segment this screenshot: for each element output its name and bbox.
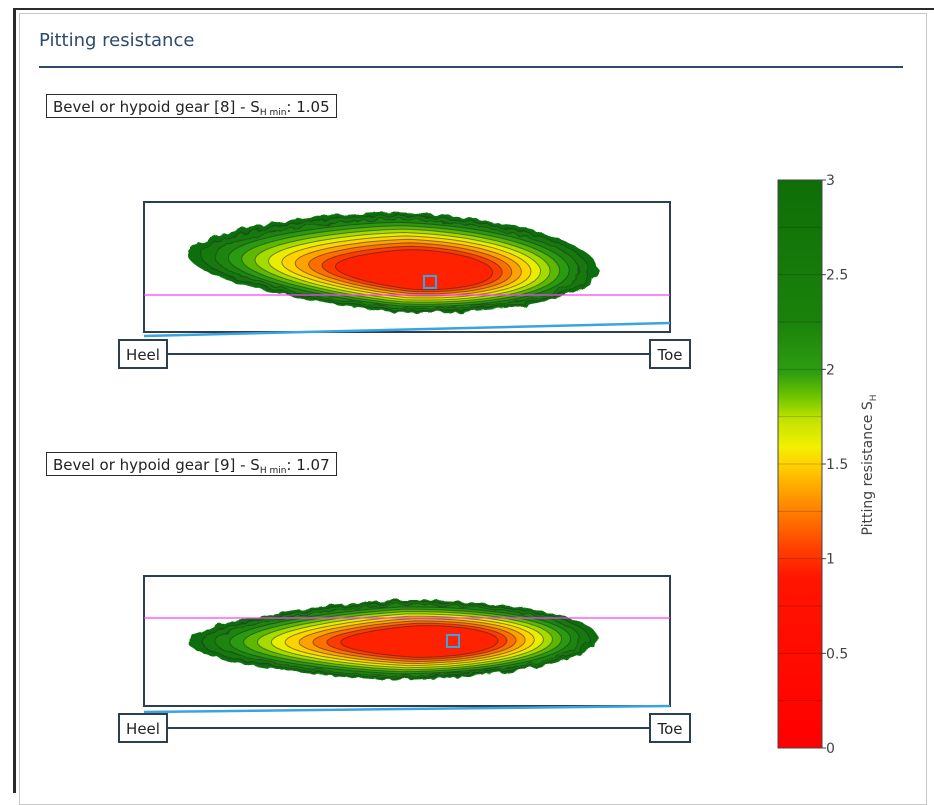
heel-label-box (118, 339, 168, 369)
gear-8-label: Bevel or hypoid gear [8] - SH min: 1.05 (46, 94, 337, 118)
contour-plot-gear-9: Heel Toe (118, 575, 691, 743)
contour-band (334, 249, 494, 291)
colorbar-tick-label: 0.5 (826, 646, 848, 662)
contour-bands (188, 212, 598, 313)
heel-label: Heel (126, 720, 160, 738)
root-line (143, 321, 671, 338)
colorbar-tick-label: 1.5 (826, 457, 848, 473)
colorbar-tick-label: 2.5 (826, 268, 848, 284)
colorbar-tick-label: 2 (826, 362, 835, 378)
colorbar-title: Pitting resistance SH (860, 394, 879, 535)
window-border-top (13, 8, 934, 10)
colorbar-tick-label: 0 (826, 741, 835, 757)
colorbar-scale (777, 179, 823, 749)
toe-label-box (649, 713, 691, 743)
min-marker (423, 275, 437, 289)
colorbar: 0 0.5 1 1.5 2 2.5 3 Pitting resistance SH (777, 173, 879, 757)
min-marker (446, 634, 460, 648)
contour-plot-gear-8: Heel Toe (118, 201, 691, 369)
contour-band (340, 625, 499, 659)
toe-label: Toe (656, 346, 682, 364)
tooth-flank-frame (143, 201, 671, 333)
colorbar-tick-label: 1 (826, 552, 835, 568)
contour-bands (188, 600, 598, 680)
toe-label: Toe (656, 720, 682, 738)
heel-label: Heel (126, 346, 160, 364)
title-divider (39, 66, 903, 68)
colorbar-tick-label: 3 (826, 173, 835, 189)
toe-label-box (649, 339, 691, 369)
gear-9-label: Bevel or hypoid gear [9] - SH min: 1.07 (46, 452, 337, 476)
root-line (143, 704, 671, 714)
window-border-left (13, 9, 16, 793)
panel-title: Pitting resistance (39, 30, 195, 51)
tooth-flank-frame (143, 575, 671, 707)
heel-label-box (118, 713, 168, 743)
